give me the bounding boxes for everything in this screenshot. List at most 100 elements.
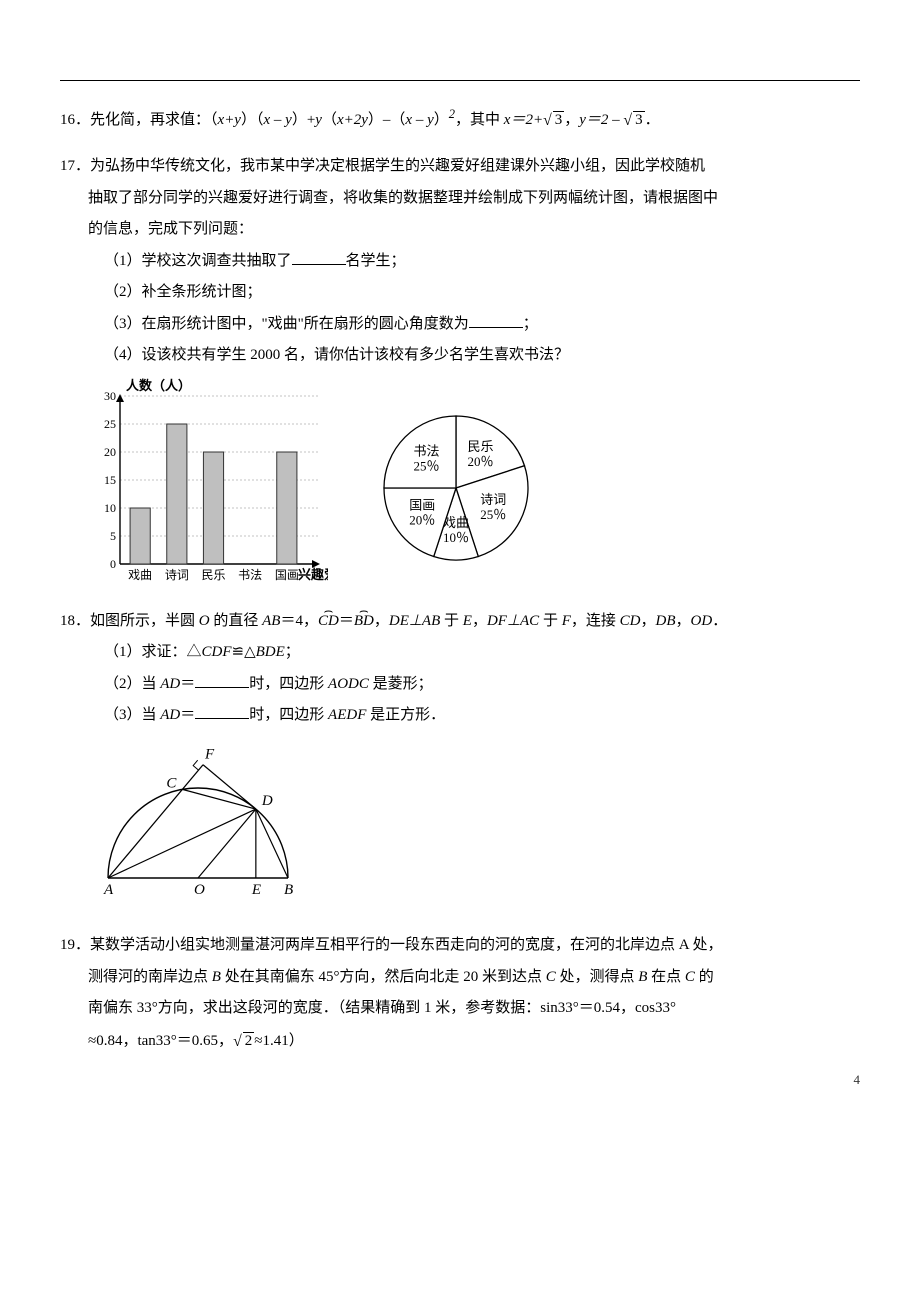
arc-bd: BD xyxy=(354,606,374,638)
svg-text:30: 30 xyxy=(104,389,116,403)
q17-p3: （3）在扇形统计图中，"戏曲"所在扇形的圆心角度数为； xyxy=(60,309,860,341)
t: ）（ xyxy=(241,112,264,128)
question-16: 16．先化简，再求值：（x+y）（x – y）+y（x+2y）–（x – y）2… xyxy=(60,101,860,137)
t: 先化简，再求值：（ xyxy=(90,112,218,128)
v: B xyxy=(212,969,221,985)
t: 是正方形． xyxy=(366,707,445,723)
expr: x – y xyxy=(263,112,291,128)
t: ≈1.41） xyxy=(254,1033,303,1049)
t: 的信息，完成下列问题： xyxy=(88,221,253,237)
t: 测得河的南岸边点 xyxy=(88,969,212,985)
question-19: 19．某数学活动小组实地测量湛河两岸互相平行的一段东西走向的河的宽度，在河的北岸… xyxy=(60,930,860,1058)
t: ， xyxy=(374,613,389,629)
expr: y xyxy=(315,112,322,128)
t: （2）当 xyxy=(104,676,160,692)
svg-text:B: B xyxy=(284,882,293,898)
t: 是菱形； xyxy=(369,676,433,692)
t: 处在其南偏东 45°方向，然后向北走 20 米到达点 xyxy=(221,969,546,985)
svg-text:20: 20 xyxy=(104,445,116,459)
v: O xyxy=(199,613,210,629)
t: （3）在扇形统计图中，"戏曲"所在扇形的圆心角度数为 xyxy=(104,316,469,332)
v: DB xyxy=(656,613,676,629)
t: ， xyxy=(472,613,487,629)
blank xyxy=(469,312,523,328)
svg-text:D: D xyxy=(261,793,273,809)
q19-num: 19． xyxy=(60,937,90,953)
svg-text:兴趣爱好: 兴趣爱好 xyxy=(298,567,328,582)
svg-text:20％: 20％ xyxy=(468,454,494,469)
v: DF⊥AC xyxy=(487,613,539,629)
radicand: 3 xyxy=(553,111,565,128)
svg-text:诗词: 诗词 xyxy=(480,492,506,507)
expr: x – y xyxy=(405,112,433,128)
t: 时，四边形 xyxy=(249,676,328,692)
expr: x+y xyxy=(218,112,241,128)
q16-num: 16． xyxy=(60,112,90,128)
line: 抽取了部分同学的兴趣爱好进行调查，将收集的数据整理并绘制成下列两幅统计图，请根据… xyxy=(60,183,860,215)
top-rule xyxy=(60,80,860,81)
v: DE⊥AB xyxy=(389,613,440,629)
sqrt-icon: 2 xyxy=(233,1025,254,1058)
svg-text:10: 10 xyxy=(104,501,116,515)
t: ＝ xyxy=(180,707,195,723)
t: 某数学活动小组实地测量湛河两岸互相平行的一段东西走向的河的宽度，在河的北岸边点 … xyxy=(90,937,723,953)
svg-text:书法: 书法 xyxy=(238,568,262,582)
question-17: 17．为弘扬中华传统文化，我市某中学决定根据学生的兴趣爱好组建课外兴趣小组，因此… xyxy=(60,151,860,588)
t: ＝4， xyxy=(280,613,318,629)
t: ，连接 xyxy=(571,613,620,629)
expr: x+2y xyxy=(337,112,368,128)
svg-text:20％: 20％ xyxy=(409,512,435,527)
blank xyxy=(195,703,249,719)
q17-num: 17． xyxy=(60,158,90,174)
semicircle-diagram: FCDAOEB xyxy=(88,738,318,898)
t: ）+ xyxy=(292,112,315,128)
v: AD xyxy=(160,676,180,692)
expr: y＝2 – xyxy=(579,112,623,128)
t: ， xyxy=(640,613,655,629)
t: 于 xyxy=(440,613,463,629)
v: AB xyxy=(262,613,280,629)
svg-text:5: 5 xyxy=(110,529,116,543)
v: C xyxy=(685,969,695,985)
v: CD xyxy=(620,613,641,629)
t: （ xyxy=(322,112,337,128)
sqrt-icon: 3 xyxy=(623,104,644,137)
bar-chart: 510152025300戏曲诗词民乐书法国画人数（人）兴趣爱好 xyxy=(88,378,328,588)
sqrt-icon: 3 xyxy=(543,104,564,137)
line: ≈0.84，tan33°＝0.65，2≈1.41） xyxy=(60,1025,860,1058)
q18-figure: FCDAOEB xyxy=(88,738,860,911)
t: ）–（ xyxy=(368,112,406,128)
t: （4）设该校共有学生 2000 名，请你估计该校有多少名学生喜欢书法？ xyxy=(104,347,569,363)
q18-p2: （2）当 AD＝时，四边形 AODC 是菱形； xyxy=(60,669,860,701)
line: 的信息，完成下列问题： xyxy=(60,214,860,246)
radicand: 2 xyxy=(243,1032,255,1049)
question-18: 18．如图所示，半圆 O 的直径 AB＝4，CD＝BD，DE⊥AB 于 E，DF… xyxy=(60,606,860,911)
t: ＝ xyxy=(180,676,195,692)
svg-text:E: E xyxy=(251,882,261,898)
line: 南偏东 33°方向，求出这段河的宽度．（结果精确到 1 米，参考数据：sin33… xyxy=(60,993,860,1025)
t: 时，四边形 xyxy=(249,707,328,723)
blank xyxy=(292,249,346,265)
svg-text:15: 15 xyxy=(104,473,116,487)
t: 于 xyxy=(539,613,562,629)
svg-text:10％: 10％ xyxy=(443,529,469,544)
t: （3）当 xyxy=(104,707,160,723)
radicand: 3 xyxy=(633,111,645,128)
v: BDE xyxy=(256,644,285,660)
v: C xyxy=(546,969,556,985)
t: 为弘扬中华传统文化，我市某中学决定根据学生的兴趣爱好组建课外兴趣小组，因此学校随… xyxy=(90,158,705,174)
t: （1）求证：△ xyxy=(104,644,202,660)
t: 名学生； xyxy=(346,253,406,269)
t: ； xyxy=(285,644,300,660)
svg-text:国画: 国画 xyxy=(275,568,299,582)
q18-p3: （3）当 AD＝时，四边形 AEDF 是正方形． xyxy=(60,700,860,732)
svg-text:戏曲: 戏曲 xyxy=(128,568,152,582)
svg-text:民乐: 民乐 xyxy=(201,568,225,582)
t: （1）学校这次调查共抽取了 xyxy=(104,253,292,269)
t: 处，测得点 xyxy=(556,969,639,985)
q17-p4: （4）设该校共有学生 2000 名，请你估计该校有多少名学生喜欢书法？ xyxy=(60,340,860,372)
svg-text:0: 0 xyxy=(110,557,116,571)
t: ≌△ xyxy=(232,644,256,660)
t: （2）补全条形统计图； xyxy=(104,284,262,300)
t: ． xyxy=(645,112,660,128)
